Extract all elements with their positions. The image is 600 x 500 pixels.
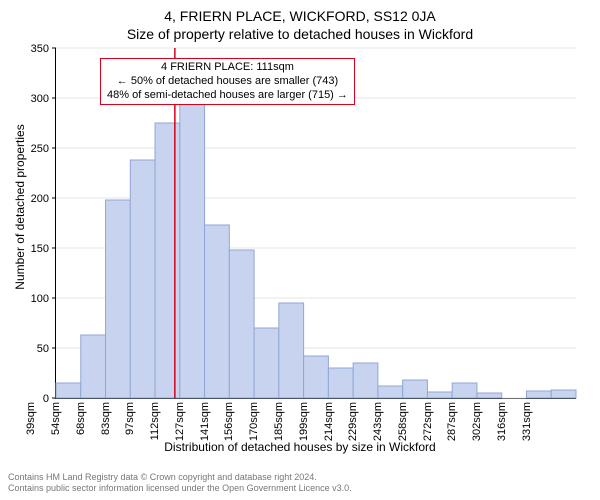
y-tick-label: 50 (37, 343, 49, 355)
histogram-bar (551, 390, 576, 398)
histogram-bar (155, 123, 180, 398)
histogram-bar (403, 380, 428, 398)
y-tick-label: 350 (31, 43, 49, 55)
x-tick-label: 112sqm (149, 402, 161, 442)
x-tick-label: 287sqm (446, 402, 458, 442)
attribution-line2: Contains public sector information licen… (8, 483, 352, 494)
annotation-line2: ← 50% of detached houses are smaller (74… (107, 75, 348, 89)
histogram-bar (452, 383, 477, 398)
x-tick-label: 68sqm (75, 402, 87, 442)
x-tick-label: 54sqm (50, 402, 62, 442)
x-tick-label: 141sqm (199, 402, 211, 442)
histogram-bar (427, 392, 452, 398)
x-tick-label: 39sqm (25, 402, 37, 442)
y-tick-label: 0 (43, 393, 49, 405)
chart-container: 4, FRIERN PLACE, WICKFORD, SS12 0JA Size… (0, 0, 600, 500)
x-tick-label: 156sqm (223, 402, 235, 442)
histogram-bar (130, 160, 155, 398)
x-tick-label: 272sqm (422, 402, 434, 442)
x-tick-label: 170sqm (248, 402, 260, 442)
histogram-bar (205, 225, 230, 398)
x-tick-label: 127sqm (174, 402, 186, 442)
histogram-bar (328, 368, 353, 398)
attribution: Contains HM Land Registry data © Crown c… (8, 472, 352, 495)
histogram-bar (279, 303, 304, 398)
x-tick-label: 214sqm (323, 402, 335, 442)
x-tick-label: 331sqm (521, 402, 533, 442)
x-axis-label: Distribution of detached houses by size … (0, 440, 600, 454)
histogram-bar (229, 250, 254, 398)
histogram-bar (304, 356, 329, 398)
histogram-bar (378, 386, 403, 398)
x-tick-label: 243sqm (372, 402, 384, 442)
y-tick-label: 250 (31, 143, 49, 155)
attribution-line1: Contains HM Land Registry data © Crown c… (8, 472, 352, 483)
y-tick-label: 150 (31, 243, 49, 255)
y-tick-label: 300 (31, 93, 49, 105)
annotation-line3: 48% of semi-detached houses are larger (… (107, 89, 348, 103)
x-tick-label: 185sqm (273, 402, 285, 442)
x-tick-label: 258sqm (397, 402, 409, 442)
annotation-box: 4 FRIERN PLACE: 111sqm ← 50% of detached… (100, 58, 355, 105)
x-tick-label: 97sqm (124, 402, 136, 442)
x-tick-label: 302sqm (471, 402, 483, 442)
x-tick-label: 229sqm (347, 402, 359, 442)
y-tick-label: 100 (31, 293, 49, 305)
histogram-bar (477, 393, 502, 398)
x-tick-label: 199sqm (298, 402, 310, 442)
chart-subtitle: Size of property relative to detached ho… (0, 26, 600, 42)
histogram-bar (254, 328, 279, 398)
y-tick-label: 200 (31, 193, 49, 205)
histogram-bar (81, 335, 106, 398)
histogram-bar (526, 391, 551, 398)
x-tick-label: 83sqm (100, 402, 112, 442)
histogram-bar (56, 383, 81, 398)
histogram-bar (180, 98, 205, 398)
x-tick-label: 316sqm (496, 402, 508, 442)
chart-title-address: 4, FRIERN PLACE, WICKFORD, SS12 0JA (0, 8, 600, 24)
annotation-line1: 4 FRIERN PLACE: 111sqm (107, 61, 348, 75)
y-axis-label: Number of detached properties (13, 107, 27, 307)
histogram-bar (353, 363, 378, 398)
histogram-bar (106, 200, 131, 398)
